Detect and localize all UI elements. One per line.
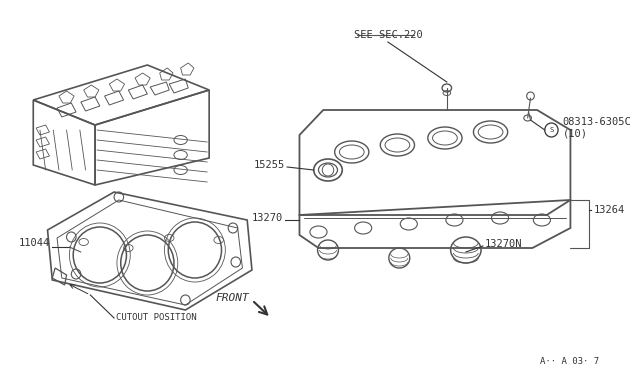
- Text: 15255: 15255: [254, 160, 285, 170]
- Text: 13264: 13264: [593, 205, 625, 215]
- Text: 13270: 13270: [252, 213, 284, 223]
- Text: S: S: [549, 127, 554, 133]
- Text: 08313-6305C
(10): 08313-6305C (10): [563, 117, 632, 139]
- Text: 13270N: 13270N: [485, 239, 522, 249]
- Text: A·· A 03· 7: A·· A 03· 7: [540, 357, 599, 366]
- Text: FRONT: FRONT: [215, 293, 249, 303]
- Text: 11044: 11044: [19, 238, 51, 248]
- Text: CUTOUT POSITION: CUTOUT POSITION: [116, 314, 196, 323]
- Text: SEE SEC.220: SEE SEC.220: [353, 30, 422, 40]
